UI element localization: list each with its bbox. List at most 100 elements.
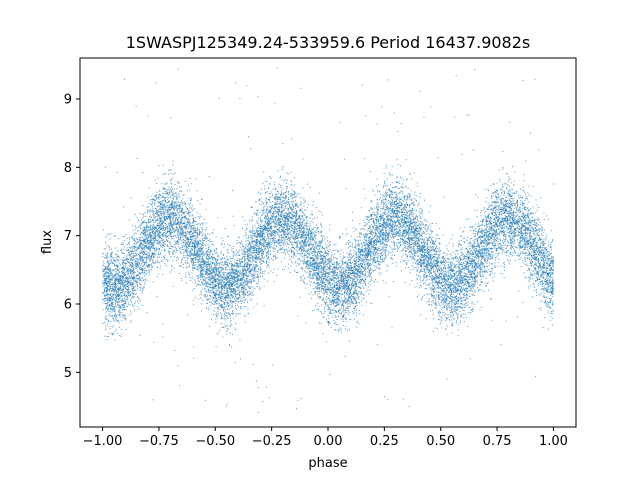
data-point bbox=[111, 315, 113, 317]
data-point bbox=[262, 208, 264, 210]
data-point bbox=[543, 254, 545, 256]
data-point bbox=[520, 200, 522, 202]
data-point bbox=[252, 252, 254, 254]
data-point bbox=[332, 316, 334, 318]
data-point bbox=[283, 233, 285, 235]
data-point bbox=[346, 264, 348, 266]
data-point bbox=[202, 253, 204, 255]
data-point bbox=[433, 302, 435, 304]
data-point bbox=[247, 262, 249, 264]
data-point bbox=[139, 236, 141, 238]
data-point bbox=[215, 290, 217, 292]
data-point bbox=[149, 249, 151, 251]
data-point bbox=[517, 241, 519, 243]
data-point bbox=[508, 217, 510, 219]
data-point bbox=[546, 288, 548, 290]
data-point bbox=[275, 216, 277, 218]
data-point bbox=[552, 281, 554, 283]
data-point bbox=[519, 248, 521, 250]
data-point bbox=[138, 245, 140, 247]
data-point bbox=[200, 271, 202, 273]
data-point bbox=[224, 285, 226, 287]
data-point bbox=[151, 254, 153, 256]
data-point bbox=[212, 232, 214, 234]
data-point bbox=[500, 230, 502, 232]
data-point bbox=[227, 278, 229, 280]
data-point bbox=[303, 205, 305, 207]
data-point bbox=[543, 212, 545, 214]
data-point bbox=[231, 346, 233, 348]
data-point bbox=[149, 256, 151, 258]
data-point bbox=[379, 191, 381, 193]
data-point bbox=[150, 263, 152, 265]
data-point bbox=[206, 257, 208, 259]
data-point bbox=[383, 208, 385, 210]
data-point bbox=[149, 264, 151, 266]
data-point bbox=[244, 281, 246, 283]
data-point bbox=[488, 289, 490, 291]
data-point bbox=[492, 248, 494, 250]
data-point bbox=[163, 256, 165, 258]
data-point bbox=[550, 294, 552, 296]
data-point bbox=[419, 272, 421, 274]
data-point bbox=[385, 239, 387, 241]
data-point bbox=[173, 246, 175, 248]
data-point bbox=[277, 206, 279, 208]
data-point bbox=[342, 315, 344, 317]
data-point bbox=[304, 214, 306, 216]
data-point bbox=[433, 271, 435, 273]
data-point bbox=[425, 318, 427, 320]
data-point bbox=[356, 229, 358, 231]
data-point bbox=[314, 272, 316, 274]
data-point bbox=[364, 229, 366, 231]
data-point bbox=[137, 261, 139, 263]
data-point bbox=[433, 253, 435, 255]
data-point bbox=[484, 215, 486, 217]
data-point bbox=[313, 245, 315, 247]
data-point bbox=[502, 240, 503, 242]
data-point bbox=[369, 257, 371, 259]
data-point bbox=[122, 285, 124, 287]
data-point bbox=[552, 261, 554, 263]
data-point bbox=[269, 177, 271, 179]
data-point bbox=[200, 242, 202, 244]
data-point bbox=[474, 264, 476, 266]
data-point bbox=[300, 237, 302, 239]
data-point bbox=[506, 200, 508, 202]
data-point bbox=[327, 249, 329, 251]
data-point bbox=[244, 253, 246, 255]
data-point bbox=[232, 310, 234, 312]
data-point bbox=[451, 309, 453, 311]
data-point bbox=[397, 221, 399, 223]
data-point bbox=[284, 241, 286, 243]
data-point bbox=[265, 246, 267, 248]
data-point bbox=[430, 256, 432, 258]
data-point bbox=[435, 237, 437, 239]
data-point bbox=[184, 249, 186, 251]
data-point bbox=[191, 262, 193, 264]
data-point bbox=[189, 237, 191, 239]
data-point bbox=[218, 268, 220, 270]
data-point bbox=[167, 206, 169, 208]
data-point bbox=[351, 302, 353, 304]
data-point bbox=[519, 237, 521, 239]
data-point bbox=[241, 291, 242, 293]
data-point bbox=[138, 297, 140, 299]
data-point bbox=[531, 251, 533, 253]
data-point bbox=[337, 264, 339, 266]
data-point bbox=[529, 261, 531, 263]
data-point bbox=[529, 224, 531, 226]
data-point bbox=[133, 272, 135, 274]
data-point bbox=[353, 307, 355, 309]
data-point bbox=[446, 296, 448, 298]
data-point bbox=[155, 228, 157, 230]
data-point bbox=[417, 238, 419, 240]
data-point bbox=[390, 219, 392, 220]
data-point bbox=[435, 251, 437, 253]
data-point bbox=[543, 280, 545, 282]
data-point bbox=[245, 282, 247, 284]
data-point bbox=[300, 197, 302, 199]
data-point bbox=[426, 236, 428, 238]
data-point bbox=[442, 306, 444, 308]
